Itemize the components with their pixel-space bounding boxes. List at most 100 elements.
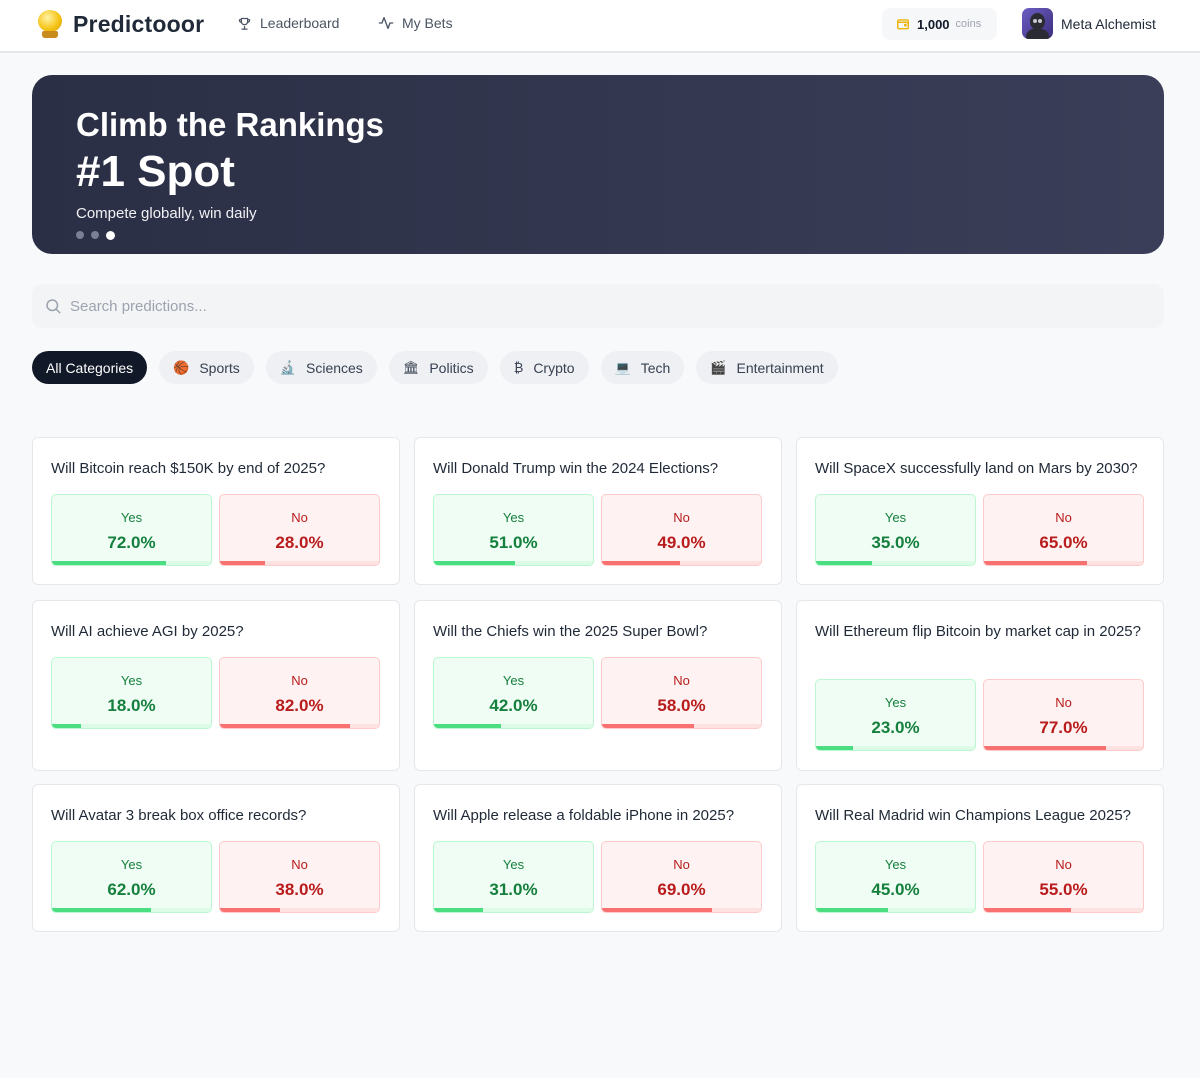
category-icon: 🏛 xyxy=(402,359,420,375)
no-label: No xyxy=(291,673,308,688)
no-option-button[interactable]: No 55.0% xyxy=(983,841,1144,913)
no-progress-track xyxy=(220,724,379,728)
market-question: Will Ethereum flip Bitcoin by market cap… xyxy=(815,623,1141,640)
no-progress-fill xyxy=(602,561,680,565)
category-label: Sciences xyxy=(306,359,363,376)
yes-progress-track xyxy=(52,908,211,912)
hero-subtitle: Compete globally, win daily xyxy=(76,205,257,222)
no-percentage: 38.0% xyxy=(275,880,324,899)
yes-option-button[interactable]: Yes 72.0% xyxy=(51,494,212,566)
yes-progress-track xyxy=(816,561,975,565)
coin-balance[interactable]: 1,000 coins xyxy=(882,8,997,40)
yes-label: Yes xyxy=(120,510,143,525)
user-name: Meta Alchemist xyxy=(1061,15,1156,32)
no-progress-track xyxy=(220,561,379,565)
category-chip[interactable]: 🎬 Entertainment xyxy=(696,351,838,384)
no-progress-track xyxy=(984,908,1143,912)
no-progress-fill xyxy=(602,724,695,728)
hero-title: Climb the Rankings xyxy=(76,106,385,143)
no-label: No xyxy=(673,857,690,872)
no-option-button[interactable]: No 65.0% xyxy=(983,494,1144,566)
yes-progress-track xyxy=(434,561,593,565)
yes-percentage: 62.0% xyxy=(107,880,156,899)
market-card[interactable]: Will Avatar 3 break box office records? Y… xyxy=(32,784,400,932)
category-chip[interactable]: 💻 Tech xyxy=(600,351,685,384)
market-card[interactable]: Will Ethereum flip Bitcoin by market cap… xyxy=(796,600,1164,771)
no-progress-track xyxy=(984,746,1143,750)
no-progress-fill xyxy=(602,908,712,912)
category-chip[interactable]: 🏀 Sports xyxy=(159,351,254,384)
no-progress-fill xyxy=(984,561,1088,565)
no-label: No xyxy=(673,673,690,688)
yes-percentage: 72.0% xyxy=(107,533,156,552)
category-label: Entertainment xyxy=(736,359,824,376)
market-card[interactable]: Will Apple release a foldable iPhone in … xyxy=(414,784,782,932)
no-progress-fill xyxy=(220,908,281,912)
yes-option-button[interactable]: Yes 45.0% xyxy=(815,841,976,913)
no-progress-track xyxy=(602,908,761,912)
yes-label: Yes xyxy=(502,510,525,525)
search-input[interactable] xyxy=(70,297,1070,315)
no-option-button[interactable]: No 77.0% xyxy=(983,679,1144,751)
hero-highlight: #1 Spot xyxy=(76,147,235,196)
no-option-button[interactable]: No 38.0% xyxy=(219,841,380,913)
yes-progress-track xyxy=(52,724,211,728)
no-option-button[interactable]: No 82.0% xyxy=(219,657,380,729)
hero-banner: Climb the Rankings #1 Spot Compete globa… xyxy=(32,75,1164,254)
yes-option-button[interactable]: Yes 51.0% xyxy=(433,494,594,566)
market-question: Will Bitcoin reach $150K by end of 2025? xyxy=(51,460,326,477)
category-label: Sports xyxy=(199,359,240,376)
carousel-dot[interactable] xyxy=(76,231,84,239)
carousel-dot[interactable] xyxy=(91,231,99,239)
no-percentage: 77.0% xyxy=(1039,718,1088,737)
no-option-button[interactable]: No 69.0% xyxy=(601,841,762,913)
market-card[interactable]: Will Donald Trump win the 2024 Elections… xyxy=(414,437,782,585)
no-option-button[interactable]: No 49.0% xyxy=(601,494,762,566)
nav-my-bets-label: My Bets xyxy=(402,15,453,31)
market-question: Will the Chiefs win the 2025 Super Bowl? xyxy=(433,623,708,640)
yes-option-button[interactable]: Yes 31.0% xyxy=(433,841,594,913)
yes-progress-fill xyxy=(816,561,872,565)
yes-option-button[interactable]: Yes 62.0% xyxy=(51,841,212,913)
yes-progress-fill xyxy=(434,561,516,565)
yes-option-button[interactable]: Yes 42.0% xyxy=(433,657,594,729)
no-progress-fill xyxy=(220,724,351,728)
market-card[interactable]: Will Bitcoin reach $150K by end of 2025?… xyxy=(32,437,400,585)
market-card[interactable]: Will the Chiefs win the 2025 Super Bowl?… xyxy=(414,600,782,771)
user-menu[interactable]: Meta Alchemist xyxy=(1022,8,1156,39)
category-filters: All Categories 🏀 Sports 🔬 Sciences 🏛 Politics ₿… xyxy=(32,351,850,384)
market-card[interactable]: Will Real Madrid win Champions League 20… xyxy=(796,784,1164,932)
yes-option-button[interactable]: Yes 23.0% xyxy=(815,679,976,751)
category-icon: 🎬 xyxy=(710,359,727,375)
no-percentage: 55.0% xyxy=(1039,880,1088,899)
no-progress-track xyxy=(220,908,379,912)
avatar xyxy=(1022,8,1053,39)
market-card[interactable]: Will AI achieve AGI by 2025? Yes 18.0% No 82… xyxy=(32,600,400,771)
category-chip[interactable]: 🏛 Politics xyxy=(388,351,488,384)
category-icon: 🔬 xyxy=(279,359,296,375)
category-chip[interactable]: ₿ Crypto xyxy=(499,351,589,384)
nav-my-bets[interactable]: My Bets xyxy=(378,15,453,31)
no-option-button[interactable]: No 58.0% xyxy=(601,657,762,729)
yes-label: Yes xyxy=(502,857,525,872)
category-icon: 🏀 xyxy=(173,359,190,375)
category-label: All Categories xyxy=(46,359,134,376)
market-card[interactable]: Will SpaceX successfully land on Mars by… xyxy=(796,437,1164,585)
no-label: No xyxy=(673,510,690,525)
category-chip[interactable]: 🔬 Sciences xyxy=(265,351,377,384)
yes-progress-fill xyxy=(434,908,484,912)
yes-label: Yes xyxy=(120,673,143,688)
yes-option-button[interactable]: Yes 35.0% xyxy=(815,494,976,566)
yes-option-button[interactable]: Yes 18.0% xyxy=(51,657,212,729)
yes-progress-track xyxy=(816,908,975,912)
carousel-dot[interactable] xyxy=(106,231,115,240)
category-chip[interactable]: All Categories xyxy=(32,351,148,384)
nav-leaderboard[interactable]: Leaderboard xyxy=(237,15,339,31)
nav-leaderboard-label: Leaderboard xyxy=(260,15,340,31)
market-question: Will Avatar 3 break box office records? xyxy=(51,807,307,824)
no-option-button[interactable]: No 28.0% xyxy=(219,494,380,566)
app-logo[interactable]: Predictooor xyxy=(38,10,204,38)
yes-progress-track xyxy=(52,561,211,565)
yes-progress-track xyxy=(816,746,975,750)
activity-icon xyxy=(378,17,394,29)
